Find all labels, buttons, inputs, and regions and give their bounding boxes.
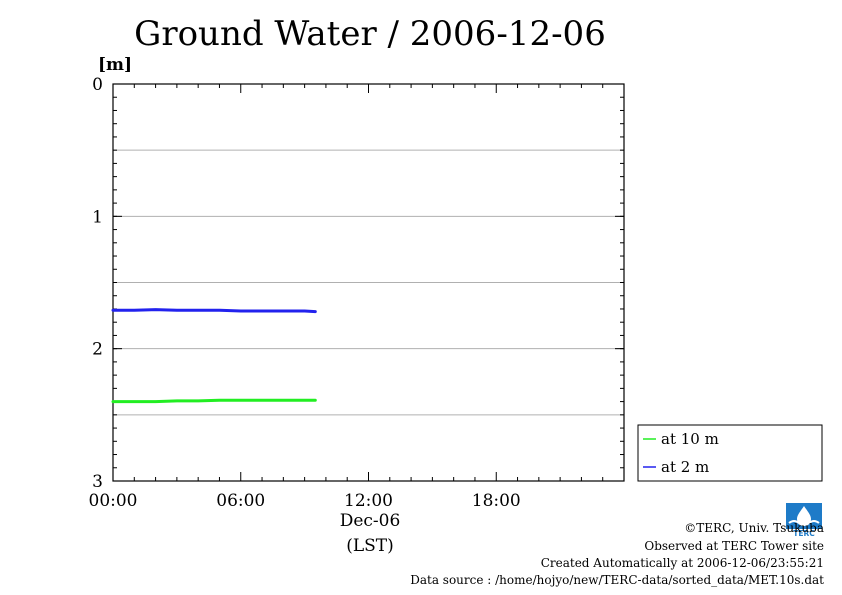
svg-text:TERC: TERC xyxy=(793,529,815,537)
footer-created: Created Automatically at 2006-12-06/23:5… xyxy=(540,556,824,570)
terc-logo-icon: TERC xyxy=(786,503,822,537)
x-tick-label: 00:00 xyxy=(89,491,138,511)
legend: at 10 m at 2 m xyxy=(637,424,823,482)
legend-label-at-10m: at 10 m xyxy=(661,430,719,448)
grid-lines xyxy=(113,149,624,416)
axis-ticks: 0 1 2 300:00 06:00 12:00 18:00 xyxy=(89,75,625,511)
y-tick-label: 3 xyxy=(92,472,103,492)
chart-title: Ground Water / 2006-12-06 xyxy=(134,14,606,54)
x-axis-timezone-label: (LST) xyxy=(346,536,394,556)
footer-source: Data source : /home/hojyo/new/TERC-data/… xyxy=(410,573,824,587)
series-lines xyxy=(111,308,317,404)
y-tick-label: 0 xyxy=(92,75,103,95)
legend-label-at-2m: at 2 m xyxy=(661,458,709,476)
x-tick-label: 12:00 xyxy=(344,491,393,511)
y-tick-label: 2 xyxy=(92,340,103,360)
y-axis-unit-label: [m] xyxy=(98,55,132,75)
x-tick-label: 06:00 xyxy=(216,491,265,511)
y-tick-label: 1 xyxy=(92,207,103,227)
footer-observed: Observed at TERC Tower site xyxy=(644,539,824,553)
footer-copyright: ©TERC, Univ. Tsukuba xyxy=(684,521,824,535)
x-tick-label: 18:00 xyxy=(472,491,521,511)
x-axis-date-label: Dec-06 xyxy=(340,511,401,531)
series-line-at-2-m xyxy=(111,308,317,314)
series-line-at-10-m xyxy=(111,398,317,404)
legend-box xyxy=(637,424,823,482)
